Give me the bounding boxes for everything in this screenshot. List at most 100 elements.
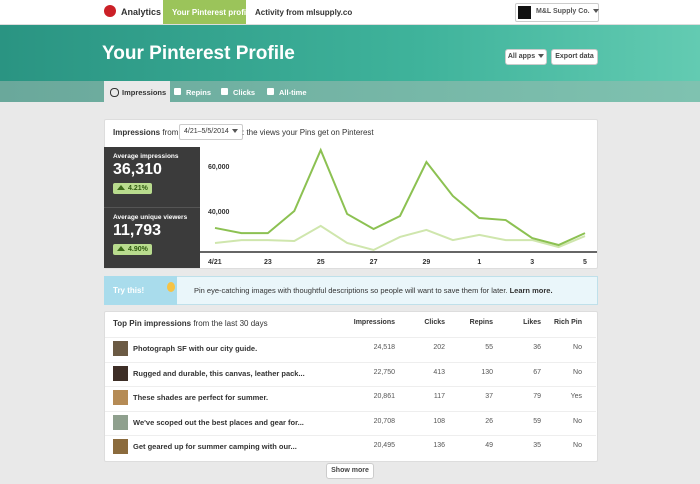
all-apps-button[interactable]: All apps	[505, 49, 547, 65]
table-cell: 202	[433, 344, 445, 351]
show-more-button[interactable]: Show more	[326, 463, 374, 479]
table-cell: 37	[485, 393, 493, 401]
subnav-icon	[110, 88, 119, 97]
tip-bar	[104, 276, 598, 305]
lightbulb-icon	[167, 282, 175, 292]
tip-label: Try this!	[113, 286, 145, 295]
avatar	[518, 6, 531, 19]
pinterest-logo[interactable]	[104, 5, 116, 17]
card-title: Impressions	[113, 128, 161, 137]
table-cell: 117	[433, 393, 445, 401]
row-divider	[105, 410, 596, 412]
table-cell: 59	[533, 417, 541, 425]
pin-description[interactable]: These shades are perfect for summer.	[133, 393, 269, 403]
series-line	[214, 147, 586, 247]
subnav-icon	[267, 88, 274, 95]
row-divider	[105, 337, 596, 338]
subnav-icon	[174, 88, 181, 95]
table-cell: 136	[433, 442, 445, 450]
column-header: Clicks	[424, 319, 445, 326]
subnav-icon	[221, 88, 228, 95]
table-cell: 22,750	[373, 368, 395, 376]
table-cell: 20,495	[373, 442, 395, 450]
row-divider	[105, 435, 596, 437]
column-header: Impressions	[353, 319, 395, 326]
subnav-tab[interactable]: All-time	[279, 88, 307, 97]
subnav-tab[interactable]: Clicks	[233, 88, 256, 97]
page-title: Your Pinterest Profile	[102, 43, 295, 64]
column-header: Rich Pin	[553, 319, 582, 326]
subnav-tab[interactable]: Impressions	[122, 88, 167, 97]
change-value: 4.21%	[128, 185, 148, 192]
table-cell: 26	[485, 417, 493, 425]
pin-description[interactable]: Get geared up for summer camping with ou…	[133, 442, 297, 452]
x-tick-label: 3	[530, 259, 534, 266]
pin-description[interactable]: Photograph SF with our city guide.	[133, 344, 258, 353]
table-cell: 20,861	[373, 393, 395, 401]
y-tick-label: 60,000	[208, 164, 230, 171]
pin-thumbnail[interactable]	[113, 365, 128, 381]
column-header: Likes	[523, 319, 541, 326]
series-line	[214, 224, 586, 252]
brand: Analytics	[121, 7, 162, 17]
stat-value: 36,310	[113, 161, 162, 178]
account-name: M&L Supply Co.	[536, 8, 590, 15]
card-description: : the views your Pins get on Pinterest	[242, 128, 374, 137]
x-tick-label: 1	[477, 259, 481, 266]
pin-thumbnail[interactable]	[113, 390, 128, 406]
account-menu[interactable]: M&L Supply Co.	[515, 3, 599, 22]
active-subtab-bg[interactable]	[104, 81, 170, 102]
learn-more-link[interactable]: Learn more.	[509, 286, 553, 295]
nav-tab[interactable]: Your Pinterest profile	[172, 8, 253, 17]
row-divider	[105, 386, 596, 388]
button-label: All apps	[507, 53, 536, 60]
tip-label-bg	[104, 276, 177, 305]
stat-change: 4.21%	[113, 183, 152, 194]
x-tick-label: 25	[317, 259, 325, 266]
stat-label: Average impressions	[113, 153, 179, 160]
pin-description[interactable]: We've scoped out the best places and gea…	[133, 417, 304, 427]
pin-thumbnail[interactable]	[113, 439, 128, 455]
table-cell: No	[573, 417, 582, 425]
table-cell: No	[573, 368, 582, 376]
table-cell: 108	[433, 417, 445, 425]
pin-thumbnail[interactable]	[113, 341, 128, 356]
table-cell: 35	[533, 442, 541, 450]
column-header: Repins	[469, 319, 493, 326]
subnav	[0, 81, 700, 102]
divider	[104, 207, 200, 208]
stat-value: 11,793	[113, 222, 162, 239]
table-cell: 130	[481, 368, 493, 376]
stat-change: 4.90%	[113, 244, 152, 255]
table-subtitle: from the last 30 days	[193, 319, 268, 328]
change-value: 4.90%	[128, 246, 148, 253]
stat-label: Average unique viewers	[113, 214, 188, 221]
card-from: from	[162, 128, 179, 137]
date-picker[interactable]: 4/21–5/5/2014	[179, 124, 243, 140]
x-tick-label: 29	[423, 259, 431, 266]
table-cell: 79	[533, 393, 541, 401]
table-cell: 36	[533, 344, 541, 351]
pin-description[interactable]: Rugged and durable, this canvas, leather…	[133, 368, 305, 378]
pin-thumbnail[interactable]	[113, 414, 128, 430]
subnav-tab[interactable]: Repins	[186, 88, 212, 97]
table-cell: 55	[485, 344, 493, 351]
export-button[interactable]: Export data	[551, 49, 598, 65]
y-tick-label: 40,000	[208, 209, 230, 216]
date-range: 4/21–5/5/2014	[184, 128, 229, 135]
row-divider	[105, 361, 596, 363]
x-tick-label: 23	[264, 259, 272, 266]
table-cell: Yes	[570, 393, 582, 401]
table-cell: 49	[485, 442, 493, 450]
table-cell: 24,518	[373, 344, 395, 351]
table-cell: 413	[433, 368, 445, 376]
table-cell: 67	[533, 368, 541, 376]
table-cell: No	[573, 442, 582, 450]
table-title: Top Pin impressions	[113, 319, 192, 328]
x-tick-label: 4/21	[208, 259, 222, 266]
nav-tab[interactable]: Activity from mlsupply.co	[255, 8, 353, 17]
table-cell: No	[573, 344, 582, 351]
x-tick-label: 5	[583, 259, 587, 266]
active-tab-bg[interactable]	[163, 0, 246, 24]
